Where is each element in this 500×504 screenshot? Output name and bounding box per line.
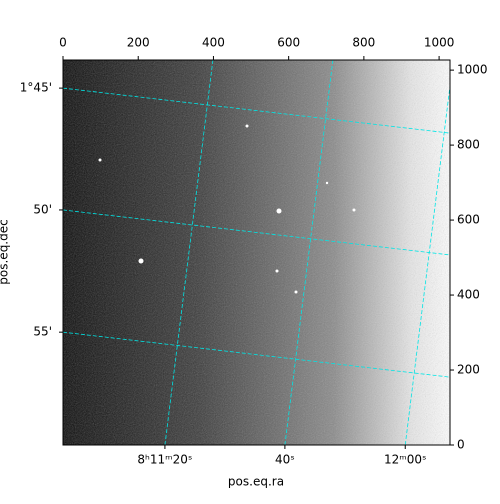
dec-tick-label: 55' (33, 325, 52, 339)
ra-grid-line (164, 60, 214, 445)
dec-grid-line (63, 331, 450, 378)
y-tick-label: 600 (457, 213, 480, 227)
frame (62, 59, 451, 446)
y-tick-label: 400 (457, 288, 480, 302)
x-tick-label: 1000 (424, 36, 455, 50)
dec-grid-line (63, 209, 450, 256)
y-tick-label: 200 (457, 363, 480, 377)
ra-grid-line (284, 60, 334, 445)
x-tick-label: 600 (277, 36, 300, 50)
ra-tick-label: 40ˢ (275, 453, 295, 467)
x-tick-label: 800 (352, 36, 375, 50)
x-tick-label: 400 (202, 36, 225, 50)
dec-tick-label: 1°45' (20, 81, 52, 95)
y-tick-label: 800 (457, 138, 480, 152)
y-tick-label: 0 (457, 438, 465, 452)
y-tick-label: 1000 (457, 63, 488, 77)
y-axis-label: pos.eq.dec (0, 219, 11, 284)
grid (63, 60, 450, 445)
x-axis-label: pos.eq.ra (228, 475, 284, 489)
ra-tick-label: 8ʰ11ᵐ20ˢ (137, 453, 192, 467)
ra-tick-label: 12ᵐ00ˢ (384, 453, 427, 467)
x-tick-label: 200 (127, 36, 150, 50)
dec-grid-line (63, 87, 450, 134)
dec-tick-label: 50' (33, 202, 52, 216)
x-tick-label: 0 (59, 36, 67, 50)
sky-image (63, 60, 450, 445)
